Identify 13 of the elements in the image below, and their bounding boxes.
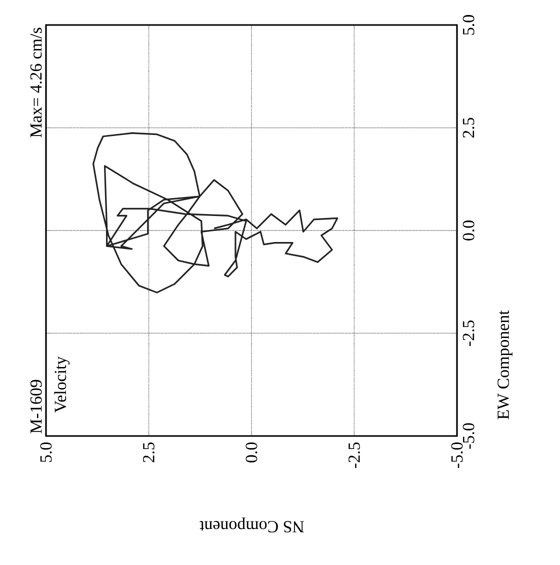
x-tick-label: 0.0 (246, 442, 258, 462)
x-tick-label: 2.5 (143, 442, 154, 462)
x-tick-label: -2.5 (348, 442, 360, 468)
y-axis-title: EW Component (498, 310, 512, 420)
text: Velocity (54, 356, 70, 413)
y-tick-label: -2.5 (462, 320, 474, 346)
y-tick-label: 2.5 (462, 118, 474, 138)
x-axis-title: NS Component (200, 518, 304, 532)
text: M-1609 (30, 380, 42, 434)
text: Max= 4.26 cm/s (30, 28, 42, 138)
x-tick-label: 5.0 (40, 442, 52, 462)
y-tick-label: 0.0 (462, 220, 474, 240)
y-tick-label: 5.0 (462, 15, 474, 35)
